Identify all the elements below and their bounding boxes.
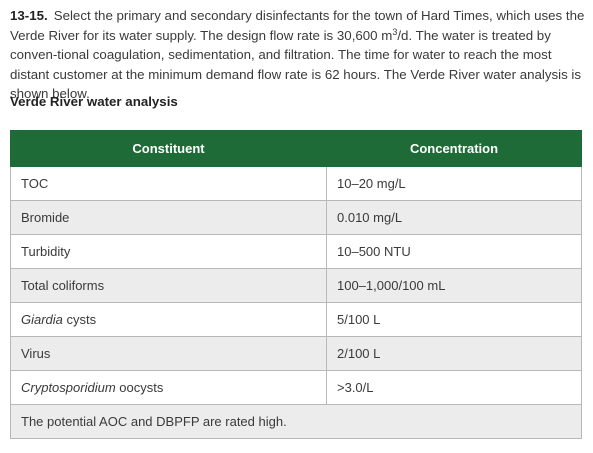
constituent-name-italic: Cryptosporidium	[21, 380, 116, 395]
header-concentration: Concentration	[326, 130, 582, 167]
table-row: Giardia cysts 5/100 L	[10, 302, 582, 337]
concentration-cell: >3.0/L	[326, 370, 582, 405]
constituent-cell: Virus	[10, 336, 327, 371]
constituent-cell: Turbidity	[10, 234, 327, 269]
water-analysis-table: Constituent Concentration TOC 10–20 mg/L…	[10, 130, 582, 439]
table-row: TOC 10–20 mg/L	[10, 166, 582, 201]
problem-text-part2: /d. The water is treated by conven-tiona…	[10, 27, 582, 102]
header-constituent: Constituent	[10, 130, 327, 167]
concentration-cell: 5/100 L	[326, 302, 582, 337]
table-row: Total coliforms 100–1,000/100 mL	[10, 268, 582, 303]
constituent-cell: Bromide	[10, 200, 327, 235]
table-header-row: Constituent Concentration	[10, 130, 582, 167]
constituent-suffix: oocysts	[115, 380, 164, 395]
concentration-cell: 2/100 L	[326, 336, 582, 371]
table-row: Cryptosporidium oocysts >3.0/L	[10, 370, 582, 405]
table-row: Virus 2/100 L	[10, 336, 582, 371]
section-title: Verde River water analysis	[10, 94, 178, 109]
constituent-cell: Cryptosporidium oocysts	[10, 370, 327, 405]
table-row: Bromide 0.010 mg/L	[10, 200, 582, 235]
table-note-row: The potential AOC and DBPFP are rated hi…	[10, 404, 582, 439]
constituent-cell: TOC	[10, 166, 327, 201]
table-row: Turbidity 10–500 NTU	[10, 234, 582, 269]
problem-statement: 13-15. Select the primary and secondary d…	[10, 6, 585, 104]
concentration-cell: 100–1,000/100 mL	[326, 268, 582, 303]
superscript-exponent: 3	[392, 26, 398, 37]
constituent-cell: Giardia cysts	[10, 302, 327, 337]
constituent-name: Turbidity	[21, 244, 71, 259]
constituent-name-italic: Giardia	[21, 312, 63, 327]
constituent-name: Total coliforms	[21, 278, 105, 293]
concentration-cell: 10–20 mg/L	[326, 166, 582, 201]
problem-text-part1: Select the primary and secondary disinfe…	[10, 8, 585, 43]
constituent-name: TOC	[21, 176, 49, 191]
constituent-name: Bromide	[21, 210, 70, 225]
constituent-cell: Total coliforms	[10, 268, 327, 303]
concentration-cell: 0.010 mg/L	[326, 200, 582, 235]
problem-number: 13-15.	[10, 8, 48, 23]
constituent-suffix: cysts	[62, 312, 97, 327]
concentration-cell: 10–500 NTU	[326, 234, 582, 269]
table-note: The potential AOC and DBPFP are rated hi…	[10, 404, 582, 439]
constituent-name: Virus	[21, 346, 51, 361]
